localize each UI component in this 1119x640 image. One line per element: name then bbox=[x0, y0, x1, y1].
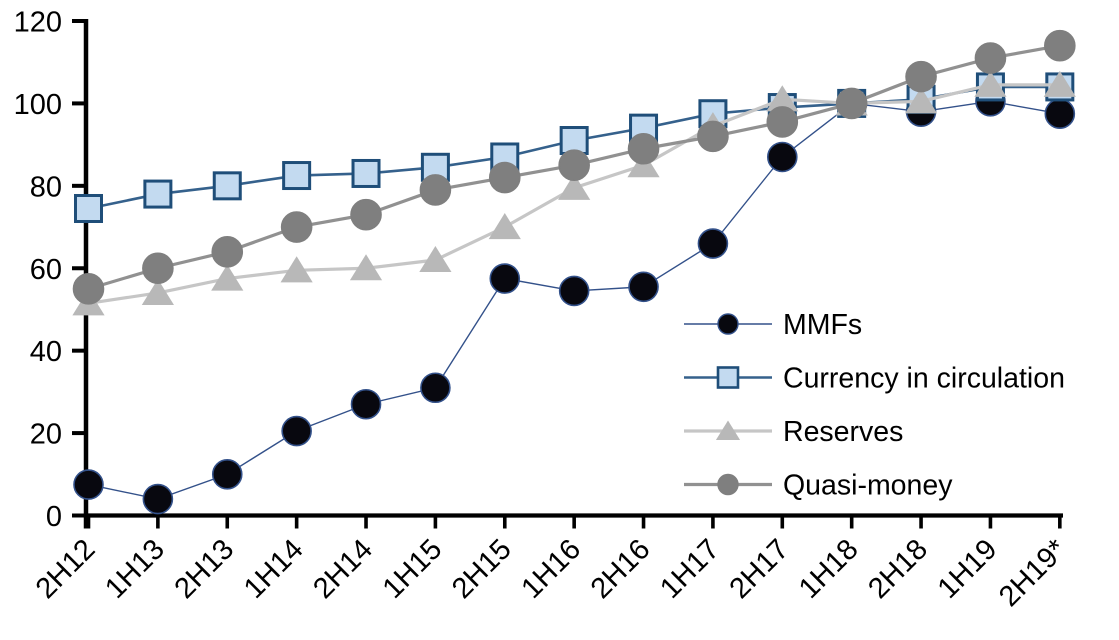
data-point-quasi-money-2h12 bbox=[72, 273, 105, 305]
series-quasi-money bbox=[72, 29, 1076, 305]
data-point-mmfs-2h14 bbox=[350, 388, 382, 420]
legend-item-quasi-money: Quasi-money bbox=[684, 470, 953, 502]
data-point-quasi-money-2h13 bbox=[211, 235, 244, 268]
data-point-reserves-1h19 bbox=[974, 70, 1007, 97]
legend-label: Currency in circulation bbox=[783, 363, 1065, 395]
data-point-quasi-money-2h14 bbox=[350, 198, 382, 231]
data-point-reserves-2h19 bbox=[1043, 70, 1076, 97]
data-point-reserves-2h18 bbox=[904, 87, 938, 114]
data-point-mmfs-1h15 bbox=[420, 372, 451, 404]
data-point-currency-in-circulation-2h13 bbox=[212, 171, 242, 201]
data-point-mmfs-2h12 bbox=[73, 469, 104, 500]
legend-label: MMFs bbox=[783, 309, 862, 341]
data-point-reserves-1h14 bbox=[280, 256, 313, 283]
data-point-mmfs-1h17 bbox=[697, 228, 729, 259]
legend-marker-triangle-icon bbox=[715, 420, 741, 441]
legend-marker-circle-icon bbox=[717, 313, 739, 335]
legend-label: Reserves bbox=[783, 416, 903, 448]
data-point-quasi-money-2h18 bbox=[905, 60, 937, 93]
data-point-quasi-money-1h15 bbox=[419, 174, 452, 206]
data-point-currency-in-circulation-1h14 bbox=[282, 161, 312, 191]
data-point-reserves-1h13 bbox=[141, 278, 174, 306]
data-point-mmfs-1h16 bbox=[558, 275, 590, 307]
data-point-reserves-2h14 bbox=[349, 254, 383, 281]
data-point-quasi-money-2h19 bbox=[1044, 29, 1076, 62]
data-point-quasi-money-1h14 bbox=[280, 211, 313, 243]
data-point-mmfs-2h17 bbox=[766, 141, 798, 173]
data-point-mmfs-2h13 bbox=[211, 458, 243, 490]
y-tick-label: 40 bbox=[30, 336, 62, 368]
data-point-mmfs-2h15 bbox=[489, 263, 521, 294]
legend-item-reserves: Reserves bbox=[684, 416, 903, 448]
legend-item-mmfs: MMFs bbox=[684, 309, 862, 341]
data-point-quasi-money-1h18 bbox=[835, 87, 868, 120]
data-point-mmfs-1h13 bbox=[142, 483, 174, 515]
data-point-reserves-2h13 bbox=[211, 264, 244, 291]
legend-label: Quasi-money bbox=[783, 470, 953, 502]
data-point-currency-in-circulation-2h14 bbox=[351, 158, 381, 188]
y-tick-label: 80 bbox=[30, 171, 62, 203]
data-point-currency-in-circulation-1h13 bbox=[143, 179, 173, 209]
data-point-quasi-money-1h16 bbox=[558, 149, 590, 182]
data-point-quasi-money-2h15 bbox=[488, 161, 521, 194]
legend-marker-square-icon bbox=[716, 366, 740, 389]
data-point-mmfs-2h19 bbox=[1044, 98, 1076, 130]
y-tick-label: 60 bbox=[30, 254, 62, 286]
data-point-quasi-money-1h13 bbox=[142, 252, 174, 285]
data-point-currency-in-circulation-2h12 bbox=[74, 193, 103, 223]
data-point-mmfs-2h16 bbox=[628, 271, 659, 303]
data-point-quasi-money-1h17 bbox=[697, 120, 729, 153]
y-tick-label: 100 bbox=[14, 89, 62, 121]
data-point-mmfs-1h14 bbox=[281, 415, 312, 447]
y-tick-label: 20 bbox=[30, 419, 62, 451]
y-tick-label: 120 bbox=[14, 7, 62, 39]
data-point-reserves-2h15 bbox=[488, 213, 521, 240]
data-point-quasi-money-2h16 bbox=[627, 132, 660, 165]
data-point-quasi-money-1h19 bbox=[974, 42, 1007, 74]
legend: MMFs Currency in circulation Reserves Quasi… bbox=[684, 309, 1065, 502]
data-point-reserves-1h15 bbox=[419, 246, 452, 273]
data-point-quasi-money-2h17 bbox=[766, 106, 799, 138]
data-point-reserves-1h16 bbox=[558, 173, 591, 200]
legend-item-currency-in-circulation: Currency in circulation bbox=[684, 363, 1065, 395]
y-tick-label: 0 bbox=[46, 501, 62, 533]
legend-marker-circle-icon bbox=[717, 473, 739, 496]
data-point-reserves-2h17 bbox=[766, 85, 799, 112]
